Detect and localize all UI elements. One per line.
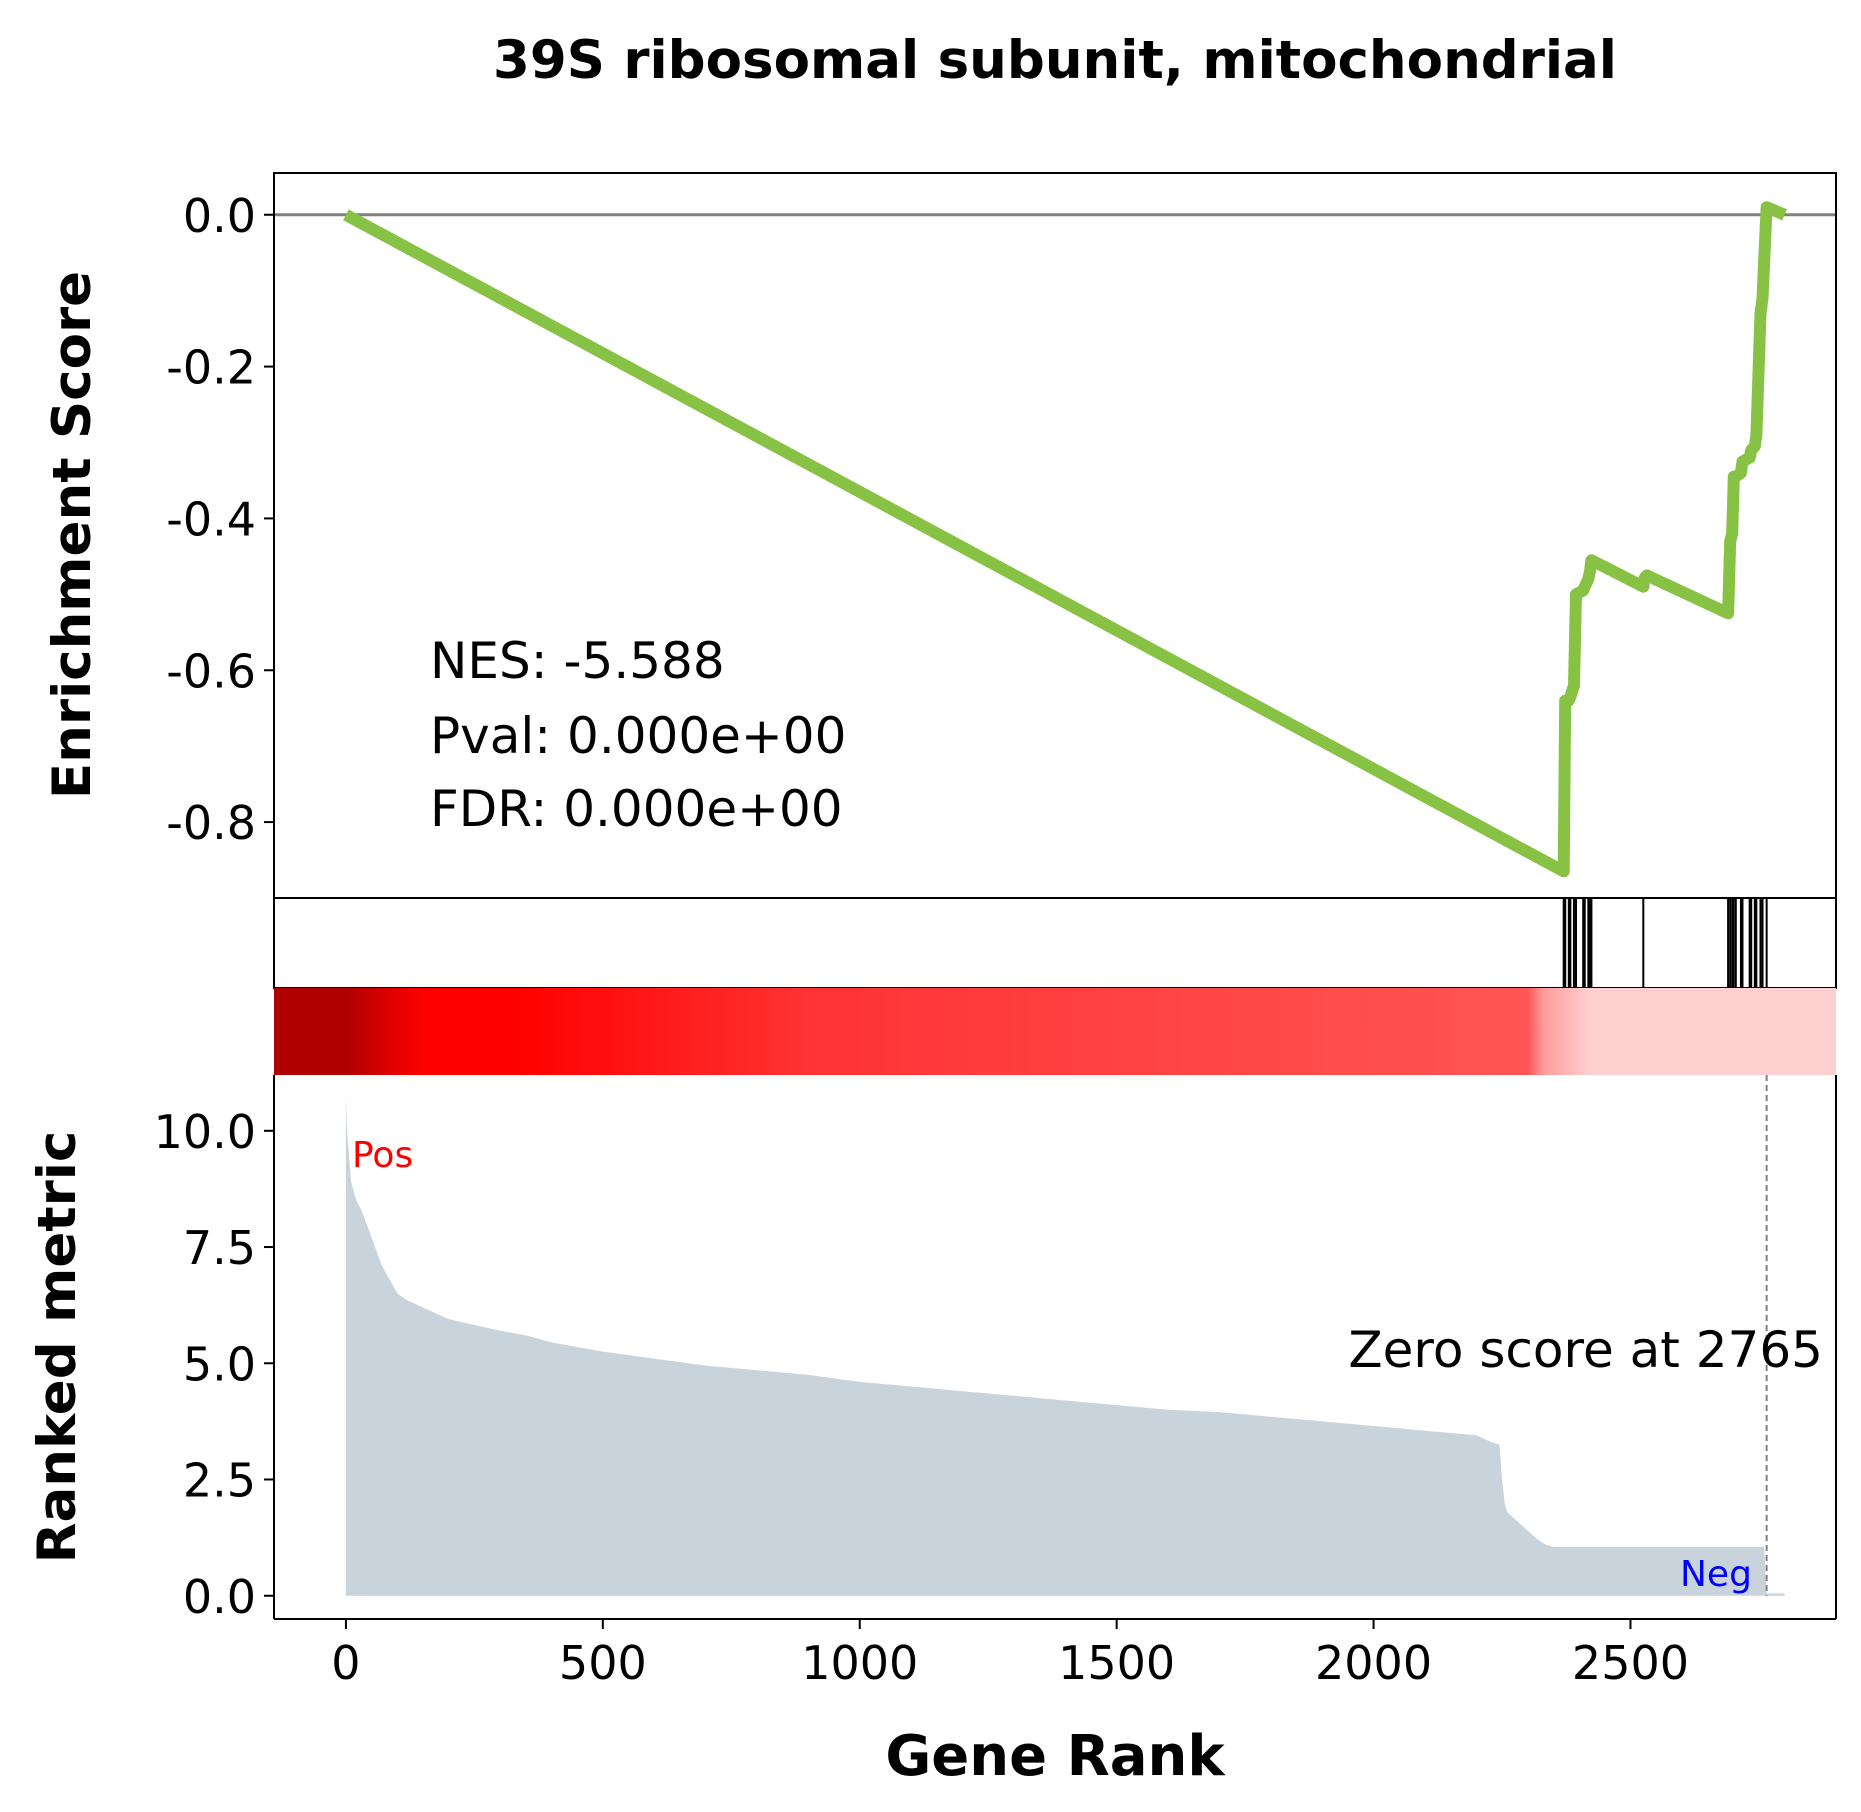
stats-pval: Pval: 0.000e+00: [430, 707, 846, 765]
bottom-y-tick-label: 5.0: [183, 1337, 256, 1391]
ranked-metric-panel: Pos Neg Zero score at 2765 0.0 2.5 5.0 7.5 1…: [27, 1075, 1837, 1789]
rank-color-band: [274, 988, 1836, 1075]
x-tick-label: 1500: [1058, 1636, 1175, 1690]
top-y-tick-label: -0.4: [166, 492, 256, 546]
enrichment-score-panel: 0.0 -0.2 -0.4 -0.6 -0.8 NES: -5.588 Pval: 0.…: [42, 172, 1837, 899]
top-y-axis-label: Enrichment Score: [42, 271, 103, 799]
x-tick-label: 0: [331, 1636, 360, 1690]
bottom-y-tick-label: 0.0: [183, 1570, 256, 1624]
gene-hits-panel: [273, 897, 1837, 989]
hits-panel-frame: [273, 897, 1837, 989]
pos-label: Pos: [352, 1135, 413, 1176]
top-y-tick-label: -0.2: [166, 341, 256, 395]
x-axis-label: Gene Rank: [885, 1724, 1226, 1789]
x-axis-ticks: 0 500 1000 1500 2000 2500: [331, 1619, 1689, 1690]
ranked-metric-area: [345, 1095, 1785, 1596]
bottom-y-tick-label: 7.5: [183, 1221, 256, 1275]
x-tick-label: 2000: [1315, 1636, 1432, 1690]
enrichment-score-line: [343, 201, 1787, 878]
stats-fdr: FDR: 0.000e+00: [430, 780, 843, 838]
hit-lines: [1562, 898, 1768, 988]
bottom-y-axis-ticks: 0.0 2.5 5.0 7.5 10.0: [154, 1105, 274, 1624]
bottom-y-tick-label: 10.0: [154, 1105, 256, 1159]
bottom-y-tick-label: 2.5: [183, 1454, 256, 1508]
top-y-tick-label: 0.0: [183, 189, 256, 243]
top-y-axis-ticks: 0.0 -0.2 -0.4 -0.6 -0.8: [166, 189, 274, 850]
stats-nes: NES: -5.588: [430, 632, 725, 690]
x-tick-label: 1000: [801, 1636, 918, 1690]
neg-label: Neg: [1680, 1554, 1752, 1595]
top-y-tick-label: -0.8: [166, 796, 256, 850]
chart-title: 39S ribosomal subunit, mitochondrial: [493, 30, 1617, 91]
bottom-y-axis-label: Ranked metric: [27, 1131, 88, 1564]
zero-score-label: Zero score at 2765: [1348, 1321, 1823, 1379]
x-tick-label: 500: [559, 1636, 647, 1690]
top-y-tick-label: -0.6: [166, 644, 256, 698]
x-tick-label: 2500: [1572, 1636, 1689, 1690]
